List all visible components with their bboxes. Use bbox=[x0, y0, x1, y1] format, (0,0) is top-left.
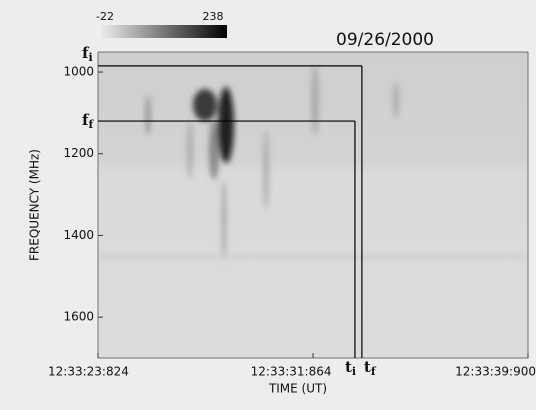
x-tick-label: 12:33:31:864 bbox=[251, 365, 332, 379]
frequency-marker-label: ff bbox=[82, 111, 94, 131]
y-tick-label: 1200 bbox=[63, 146, 94, 160]
y-tick-label: 1000 bbox=[63, 65, 94, 79]
x-tick-label: 12:33:23:824 bbox=[48, 365, 129, 379]
marker-letter: f bbox=[82, 44, 90, 62]
colorbar bbox=[97, 25, 227, 38]
colorbar-tick-label: 238 bbox=[203, 10, 224, 23]
marker-letter: f bbox=[82, 111, 90, 129]
marker-subscript: i bbox=[352, 365, 356, 378]
marker-letter: t bbox=[345, 358, 352, 376]
x-axis-label: TIME (UT) bbox=[268, 382, 327, 396]
time-marker-label: tf bbox=[364, 358, 377, 378]
x-tick-label: 12:33:39:900 bbox=[455, 365, 536, 379]
y-axis-label: FREQUENCY (MHz) bbox=[28, 149, 42, 261]
y-tick-label: 1600 bbox=[63, 310, 94, 324]
y-tick-label: 1400 bbox=[63, 228, 94, 242]
spectrogram-texture bbox=[98, 65, 528, 260]
marker-subscript: i bbox=[88, 51, 92, 64]
marker-subscript: f bbox=[88, 118, 94, 131]
marker-subscript: f bbox=[371, 365, 377, 378]
colorbar-tick-label: -22 bbox=[96, 10, 114, 23]
date: 09/26/2000 bbox=[336, 30, 434, 50]
marker-letter: t bbox=[364, 358, 371, 376]
time-marker-label: ti bbox=[345, 358, 356, 378]
frequency-marker-label: fi bbox=[82, 44, 93, 64]
